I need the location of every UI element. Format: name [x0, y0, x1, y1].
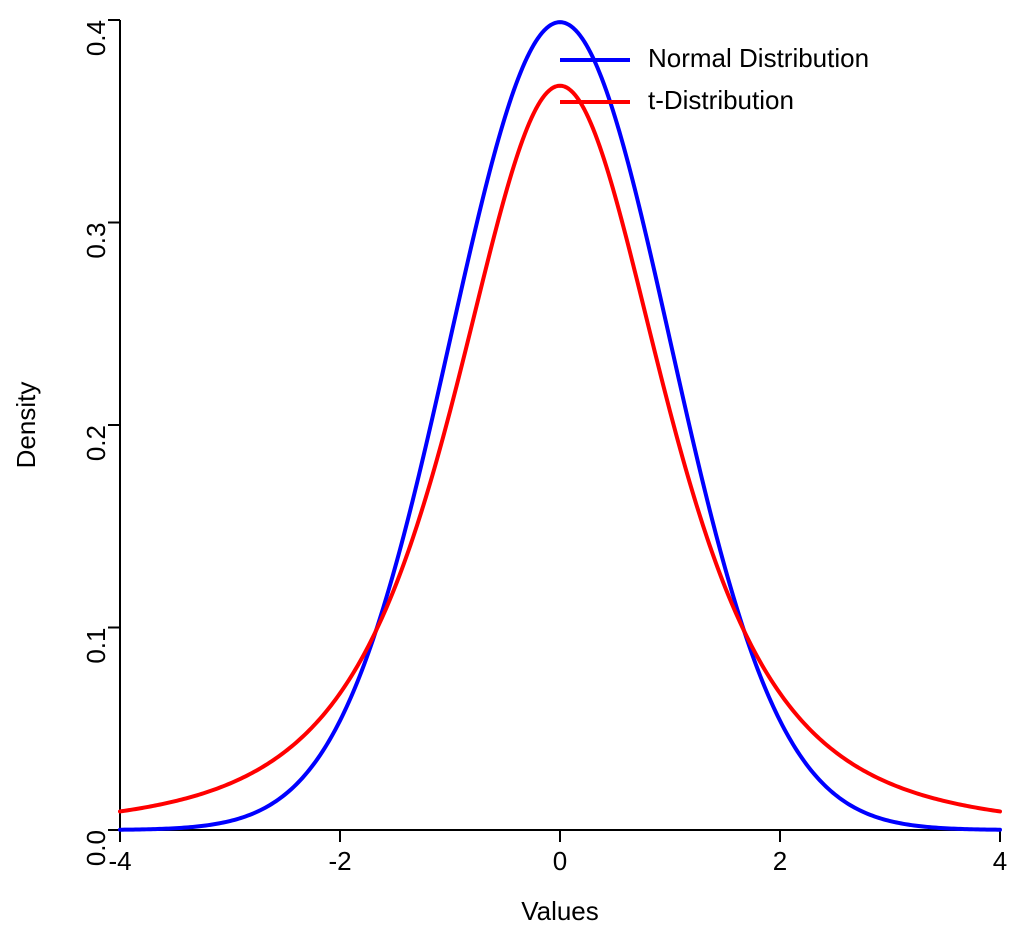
y-tick-label: 0.2 [81, 425, 111, 461]
x-tick-label: 2 [773, 846, 787, 876]
x-axis-label: Values [521, 896, 599, 926]
x-tick-label: 0 [553, 846, 567, 876]
x-tick-label: -4 [108, 846, 131, 876]
x-tick-label: 4 [993, 846, 1007, 876]
series-t [120, 86, 1000, 812]
y-axis-label: Density [11, 382, 41, 469]
y-tick-label: 0.4 [81, 20, 111, 56]
chart-svg: -4 -2 0 2 4 0.0 0.1 0.2 0.3 0.4 Normal Distributi… [0, 0, 1024, 941]
y-tick-label: 0.3 [81, 223, 111, 259]
y-tick-label: 0.1 [81, 628, 111, 664]
x-tick-label: -2 [328, 846, 351, 876]
distribution-chart: -4 -2 0 2 4 0.0 0.1 0.2 0.3 0.4 Normal Distributi… [0, 0, 1024, 941]
legend-label-t: t-Distribution [648, 85, 794, 115]
legend: Normal Distribution t-Distribution [560, 43, 869, 115]
series-normal [120, 22, 1000, 830]
axes: -4 -2 0 2 4 0.0 0.1 0.2 0.3 0.4 [81, 20, 1007, 876]
legend-label-normal: Normal Distribution [648, 43, 869, 73]
y-tick-label: 0.0 [81, 830, 111, 866]
series-lines [120, 22, 1000, 830]
